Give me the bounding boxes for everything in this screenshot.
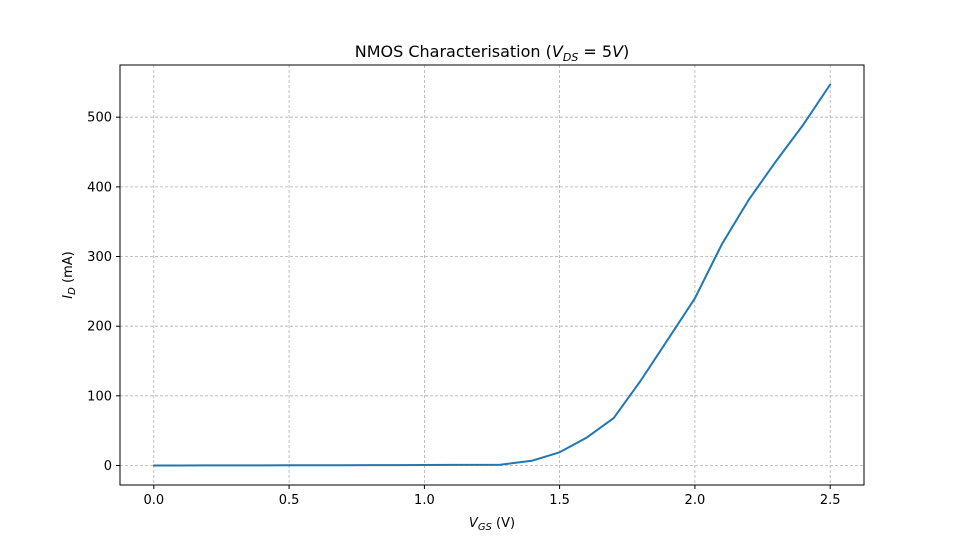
series-line — [152, 83, 832, 467]
x-tick-label: 2.0 — [685, 493, 706, 508]
y-tick-label: 100 — [87, 389, 112, 404]
x-tick-label: 1.0 — [414, 493, 435, 508]
series-layer — [152, 83, 832, 467]
chart-title: NMOS Characterisation (VDS = 5V) — [355, 42, 630, 64]
y-tick-label: 0 — [104, 459, 112, 474]
y-tick-label: 300 — [87, 250, 112, 265]
x-axis-label: VGS (V) — [469, 516, 515, 533]
x-tick-label: 0.5 — [279, 493, 300, 508]
y-tick-label: 400 — [87, 180, 112, 195]
tick-layer: 0.0 0.5 1.0 1.5 2.0 2.5 0 100 200 300 400 500 — [87, 111, 840, 508]
y-tick-label: 500 — [87, 111, 112, 126]
plot-frame — [119, 64, 865, 486]
x-tick-label: 1.5 — [549, 493, 570, 508]
y-axis-label: ID (mA) — [61, 251, 78, 298]
y-tick-label: 200 — [87, 320, 112, 335]
x-tick-label: 0.0 — [143, 493, 164, 508]
x-tick-label: 2.5 — [820, 493, 841, 508]
